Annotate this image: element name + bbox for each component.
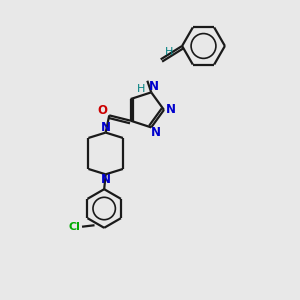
Text: N: N — [101, 173, 111, 186]
Text: H: H — [136, 84, 145, 94]
Text: N: N — [151, 126, 161, 139]
Text: N: N — [101, 121, 111, 134]
Text: N: N — [148, 80, 159, 94]
Text: O: O — [98, 103, 108, 116]
Text: Cl: Cl — [69, 222, 80, 232]
Text: N: N — [166, 103, 176, 116]
Text: H: H — [165, 47, 173, 57]
